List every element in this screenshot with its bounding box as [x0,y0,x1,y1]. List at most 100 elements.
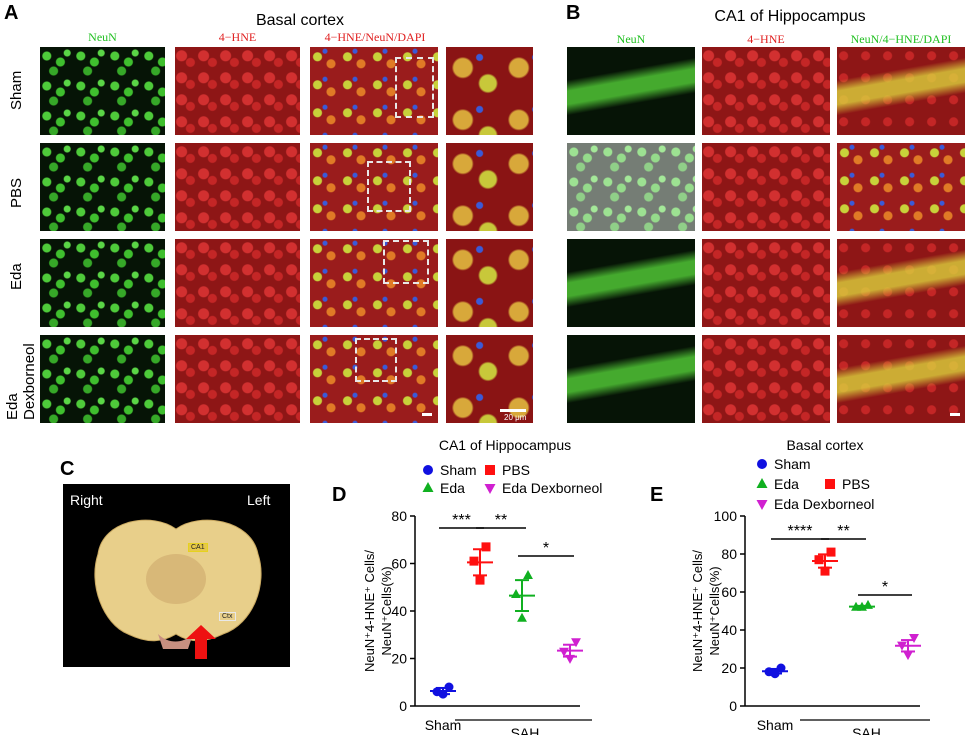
micrograph-b-eda-hne [702,239,830,327]
micrograph-b-sham-merge [837,47,965,135]
panel-a-row-eda: Eda [8,263,25,290]
legend-marker [756,500,768,510]
legend-marker [485,465,495,475]
micrograph-b-sham-hne [702,47,830,135]
y-tick-label: 60 [721,584,737,600]
x-label-sah: SAH [511,725,540,735]
micrograph-b-eda-merge [837,239,965,327]
micrograph-a-pbs-merge [310,143,438,231]
significance-label: **** [788,523,813,540]
micrograph-a-eda-zoom [446,239,533,327]
micrograph-a-pbs-hne [175,143,300,231]
panel-b-title: CA1 of Hippocampus [714,8,866,25]
data-point [814,555,824,565]
zoom-box [383,240,429,284]
micrograph-b-edadex-neun [567,335,695,423]
scale-bar-label: 20 μm [504,413,527,422]
y-tick-label: 60 [391,556,407,572]
data-point [909,634,919,643]
micrograph-a-sham-zoom [446,47,533,135]
scale-bar-zoom [500,409,526,412]
red-arrow-icon [186,625,216,659]
significance-label: ** [495,512,507,529]
data-point [903,651,913,661]
micrograph-a-eda-hne [175,239,300,327]
legend-marker [757,459,767,469]
zoom-box [395,57,434,118]
micrograph-a-sham-merge [310,47,438,135]
region-ctx-box: Ctx [219,612,236,621]
brain-photo [63,484,290,667]
y-tick-label: 40 [721,622,737,638]
legend-marker [423,465,433,475]
micrograph-a-sham-hne [175,47,300,135]
y-tick-label: 20 [721,660,737,676]
legend-marker [756,478,768,488]
y-tick-label: 40 [391,603,407,619]
y-tick-label: 20 [391,651,407,667]
legend-label: PBS [502,462,530,478]
legend-label: Sham [440,462,477,478]
micrograph-b-edadex-hne [702,335,830,423]
panel-b-col-neun: NeuN [616,32,646,46]
panel-a-col-neun: NeuN [88,30,117,44]
micrograph-b-pbs-hne [702,143,830,231]
panel-a-letter: A [4,2,19,24]
data-point [523,569,533,579]
micrograph-b-sham-neun [567,47,695,135]
micrograph-b-pbs-neun [567,143,695,231]
legend-label: PBS [842,476,870,492]
label-right: Right [70,492,103,508]
data-point [475,575,485,585]
panel-b-col-hne: 4−HNE [747,32,785,46]
panel-a-col-merge: 4−HNE/NeuN/DAPI [324,30,426,44]
micrograph-b-edadex-merge [837,335,965,423]
panel-b-letter: B [566,2,581,24]
data-point [820,566,830,576]
scale-bar [422,413,432,416]
micrograph-a-eda-neun [40,239,165,327]
chart-title: CA1 of Hippocampus [439,437,571,453]
legend-label: Eda [774,476,799,492]
y-tick-label: 0 [399,698,407,714]
micrograph-a-edadex-hne [175,335,300,423]
data-point [826,547,836,557]
micrograph-a-pbs-neun [40,143,165,231]
legend-marker [825,479,835,489]
panel-a-row-pbs: PBS [8,177,25,208]
significance-label: ** [837,523,849,540]
y-tick-label: 0 [729,698,737,714]
legend-marker [422,482,434,492]
brain-slice-illustration [94,519,262,649]
micrograph-a-edadex-merge [310,335,438,423]
data-point [469,556,479,566]
legend-label: Eda Dexborneol [502,480,602,496]
panel-d-letter: D [332,484,347,506]
label-left: Left [247,492,271,508]
panel-a-row-sham: Sham [8,70,25,110]
significance-label: *** [452,512,471,529]
data-point [511,588,521,598]
panel-a-col-hne: 4−HNE [218,30,257,44]
zoom-box [355,338,397,382]
panel-b-col-merge: NeuN/4−HNE/DAPI [850,32,952,46]
panel-a-row-eda-dex: Eda Dexborneol [4,343,38,420]
y-axis-label: NeuN⁺Cells(%) [707,566,722,655]
data-point [571,638,581,648]
significance-label: * [882,579,888,596]
chart-d: CA1 of Hippocampus Sham PBS Eda Eda Dexborne… [362,437,602,735]
zoom-box [367,161,411,212]
data-point [481,542,491,552]
scale-bar [950,413,960,416]
y-axis-label: NeuN⁺4-HNE⁺ Cells/ [690,550,705,672]
data-point [517,612,527,622]
legend-label: Eda Dexborneol [774,496,874,512]
y-tick-label: 100 [714,508,738,524]
panel-a-title: Basal cortex [255,12,345,29]
legend-marker [484,484,496,494]
region-ca1-box: CA1 [188,543,208,552]
significance-label: * [543,540,549,557]
micrograph-b-eda-neun [567,239,695,327]
micrograph-a-sham-neun [40,47,165,135]
chart-title: Basal cortex [786,437,863,453]
